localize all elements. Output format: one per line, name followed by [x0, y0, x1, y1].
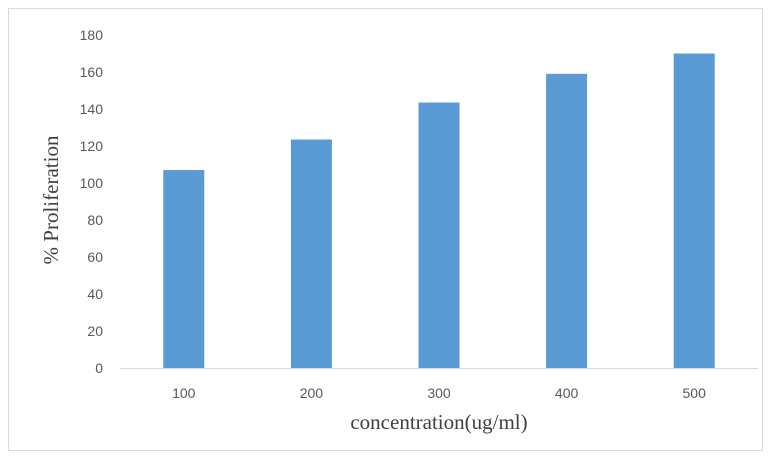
y-axis-ticks: 0 20 40 60 80 100 120 140 160 180	[80, 27, 104, 376]
y-tick-label: 160	[80, 64, 104, 80]
y-tick-label: 100	[80, 175, 104, 191]
y-tick-label: 140	[80, 101, 104, 117]
x-tick-label: 400	[555, 385, 579, 401]
y-tick-label: 80	[87, 212, 103, 228]
x-tick-label: 500	[683, 385, 707, 401]
y-axis-title: % Proliferation	[39, 135, 63, 264]
bar	[673, 53, 715, 368]
x-tick-label: 200	[300, 385, 324, 401]
x-tick-label: 100	[172, 385, 196, 401]
y-tick-label: 180	[80, 27, 104, 43]
chart-area	[8, 8, 763, 451]
bar	[290, 139, 332, 368]
x-axis-title: concentration(ug/ml)	[350, 410, 527, 434]
y-tick-label: 60	[87, 249, 103, 265]
bar	[418, 102, 460, 369]
bar	[546, 73, 588, 368]
y-tick-label: 0	[95, 360, 103, 376]
bar	[163, 170, 205, 368]
x-tick-label: 300	[427, 385, 451, 401]
x-axis-ticks: 100 200 300 400 500	[172, 385, 706, 401]
bars	[163, 53, 715, 369]
y-tick-label: 120	[80, 138, 104, 154]
y-tick-label: 20	[87, 323, 103, 339]
y-tick-label: 40	[87, 286, 103, 302]
